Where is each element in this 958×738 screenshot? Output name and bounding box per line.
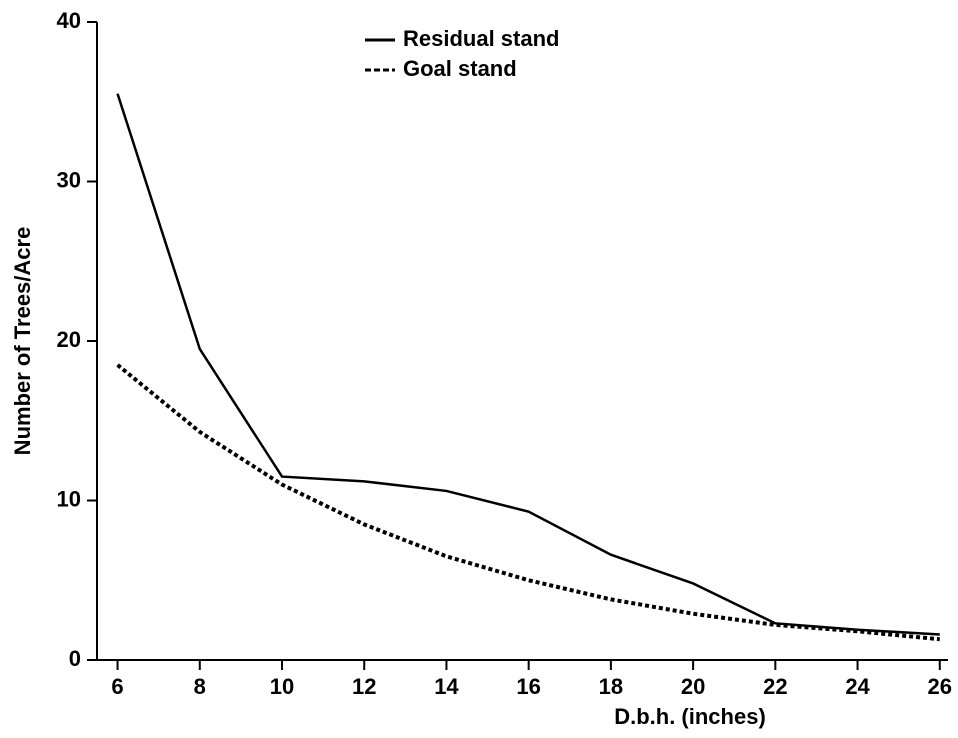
x-tick-label: 16 bbox=[516, 674, 540, 699]
legend-label: Goal stand bbox=[403, 56, 517, 81]
y-tick-label: 10 bbox=[57, 486, 81, 511]
series-line bbox=[116, 363, 940, 642]
x-tick-label: 8 bbox=[194, 674, 206, 699]
series-line bbox=[116, 93, 940, 636]
x-tick-label: 26 bbox=[928, 674, 952, 699]
x-tick-label: 24 bbox=[845, 674, 870, 699]
x-tick-label: 20 bbox=[681, 674, 705, 699]
x-tick-label: 10 bbox=[270, 674, 294, 699]
y-tick-label: 20 bbox=[57, 327, 81, 352]
y-axis-label: Number of Trees/Acre bbox=[10, 227, 35, 456]
x-tick-label: 22 bbox=[763, 674, 787, 699]
x-tick-label: 12 bbox=[352, 674, 376, 699]
y-tick-label: 40 bbox=[57, 8, 81, 33]
x-tick-label: 14 bbox=[434, 674, 459, 699]
x-tick-label: 18 bbox=[599, 674, 623, 699]
legend-label: Residual stand bbox=[403, 26, 559, 51]
x-axis-label: D.b.h. (inches) bbox=[614, 704, 766, 729]
y-tick-label: 30 bbox=[57, 167, 81, 192]
y-tick-label: 0 bbox=[69, 646, 81, 671]
x-tick-label: 6 bbox=[111, 674, 123, 699]
